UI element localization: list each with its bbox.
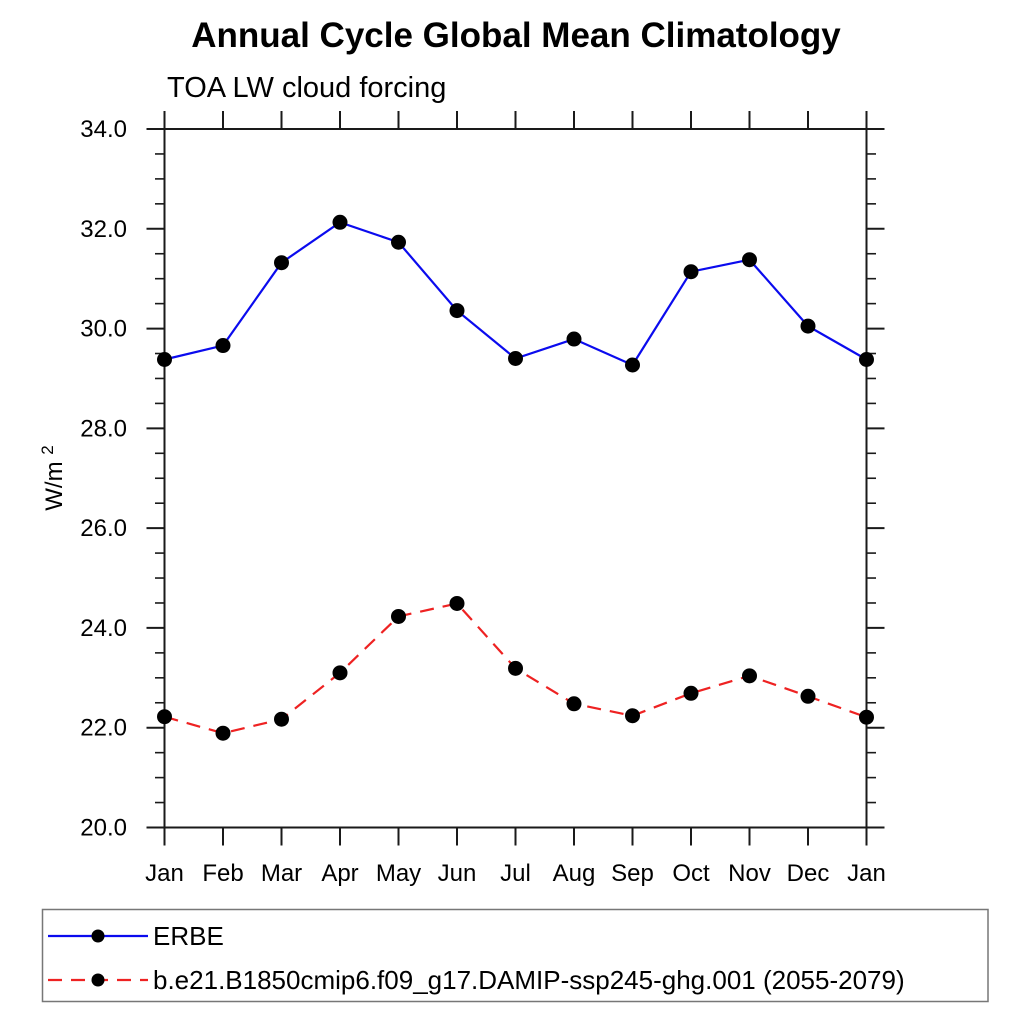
legend-box (41, 908, 989, 1003)
x-tick-label: Jan (847, 860, 886, 887)
x-tick-label: Mar (261, 860, 302, 887)
data-point (274, 255, 289, 271)
data-point (157, 352, 172, 368)
data-point (449, 303, 465, 319)
y-axis-title-exponent: 2 (38, 445, 57, 454)
x-tick-label: Feb (202, 860, 243, 887)
data-point (508, 660, 523, 676)
data-point (157, 709, 172, 725)
x-tick-label: Dec (787, 860, 830, 887)
x-tick-label: Jul (500, 860, 531, 887)
y-axis-title-base: W/m (41, 461, 68, 510)
data-point (332, 214, 348, 230)
x-tick-label: Oct (672, 860, 710, 887)
data-point (859, 709, 874, 725)
legend-label-erbe: ERBE (153, 921, 224, 951)
chart-title: Annual Cycle Global Mean Climatology (191, 16, 841, 55)
data-point (566, 331, 582, 347)
svg-text:W/m 2: W/m 2 (38, 445, 68, 510)
data-point (391, 234, 406, 250)
data-point (508, 351, 523, 367)
legend-label-model: b.e21.B1850cmip6.f09_g17.DAMIP-ssp245-gh… (153, 965, 905, 995)
x-tick-label: May (376, 860, 421, 887)
legend-marker-circle (91, 973, 105, 987)
y-tick-label: 32.0 (80, 216, 127, 243)
data-point (215, 338, 231, 354)
legend-marker-circle (91, 929, 105, 943)
y-tick-label: 24.0 (80, 615, 127, 642)
data-point (625, 708, 640, 724)
data-point (274, 711, 289, 727)
series-layer (157, 214, 874, 741)
y-tick-label: 30.0 (80, 316, 127, 343)
data-point (449, 595, 465, 611)
y-axis-title: W/m 2 (38, 445, 68, 510)
y-tick-label: 26.0 (80, 515, 127, 542)
data-point (742, 668, 757, 684)
y-tick-label: 34.0 (80, 116, 127, 143)
data-point (566, 696, 582, 712)
data-point (625, 357, 640, 373)
data-point (683, 685, 699, 701)
series-0 (157, 214, 874, 373)
legend-entry-erbe: ERBE (48, 921, 224, 951)
data-point (332, 665, 348, 681)
x-tick-label: Nov (728, 860, 771, 887)
data-point (800, 688, 816, 704)
legend-entry-model: b.e21.B1850cmip6.f09_g17.DAMIP-ssp245-gh… (48, 965, 905, 995)
x-tick-label: Jan (145, 860, 184, 887)
x-tick-label: Jun (438, 860, 477, 887)
data-point (683, 264, 699, 280)
x-tick-label: Aug (553, 860, 596, 887)
data-point (859, 352, 874, 368)
plot-border (163, 128, 868, 829)
chart-subtitle: TOA LW cloud forcing (167, 72, 446, 104)
series-line-0 (164, 221, 868, 367)
data-point (215, 725, 231, 741)
x-tick-label: Sep (611, 860, 654, 887)
legend: ERBE b.e21.B1850cmip6.f09_g17.DAMIP-ssp2… (41, 908, 989, 1003)
axes-layer: 20.0 22.0 24.0 26.0 28.0 30.0 32.0 34.0 Jan Feb Ma… (80, 111, 886, 887)
y-tick-label: 20.0 (80, 815, 127, 842)
series-1 (157, 595, 874, 741)
data-point (391, 608, 406, 624)
x-tick-label: Apr (321, 860, 358, 887)
data-point (800, 318, 816, 334)
y-tick-label: 22.0 (80, 715, 127, 742)
data-point (742, 252, 757, 268)
y-tick-label: 28.0 (80, 415, 127, 442)
